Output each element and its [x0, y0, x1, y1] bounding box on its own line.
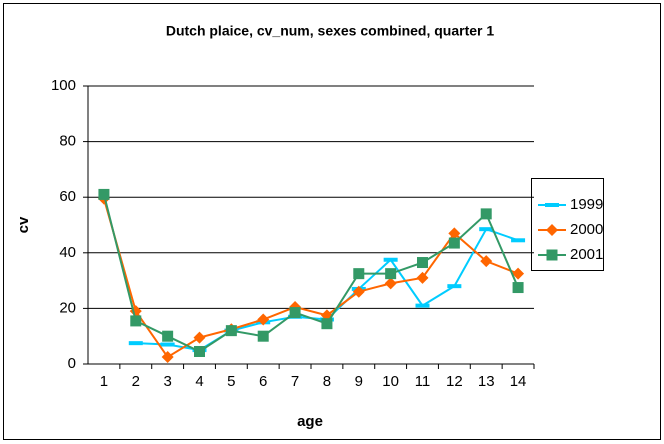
marker — [130, 315, 142, 327]
x-tick-label: 6 — [259, 373, 267, 390]
chart-title: Dutch plaice, cv_num, sexes combined, qu… — [166, 23, 495, 39]
marker — [160, 342, 175, 347]
marker — [257, 313, 270, 326]
marker — [289, 307, 301, 319]
x-tick-label: 3 — [163, 373, 171, 390]
marker — [415, 303, 430, 308]
marker — [128, 341, 143, 346]
legend-marker — [546, 224, 558, 236]
x-tick-label: 9 — [355, 373, 363, 390]
x-tick-label: 2 — [132, 373, 140, 390]
x-tick-label: 11 — [415, 373, 431, 390]
x-tick-label: 1 — [100, 373, 108, 390]
legend-marker — [545, 203, 559, 207]
marker — [512, 267, 525, 280]
x-tick-label: 12 — [446, 373, 463, 390]
marker — [321, 318, 333, 330]
y-tick-label: 100 — [51, 77, 76, 94]
marker — [511, 238, 526, 243]
marker — [448, 227, 461, 240]
marker — [383, 257, 398, 262]
marker — [98, 188, 110, 200]
y-tick-label: 80 — [59, 133, 76, 150]
y-axis-label: cv — [15, 216, 32, 233]
legend-label: 2000 — [570, 221, 603, 238]
marker — [193, 331, 206, 344]
legend-marker — [546, 249, 558, 261]
marker — [194, 345, 205, 357]
marker — [352, 285, 365, 298]
x-tick-label: 10 — [382, 373, 399, 390]
marker — [162, 330, 174, 342]
x-tick-label: 14 — [510, 373, 527, 390]
marker — [480, 255, 493, 268]
x-tick-label: 4 — [195, 373, 203, 390]
marker — [385, 268, 397, 280]
legend-label: 2001 — [570, 246, 603, 263]
y-tick-label: 20 — [59, 299, 76, 316]
marker — [479, 227, 494, 232]
marker — [257, 330, 269, 342]
marker — [384, 277, 397, 290]
marker — [480, 208, 492, 220]
x-tick-label: 8 — [323, 373, 331, 390]
legend-label: 1999 — [570, 196, 603, 213]
x-tick-label: 13 — [478, 373, 495, 390]
y-tick-label: 40 — [59, 244, 76, 261]
marker — [447, 284, 462, 289]
x-axis-label: age — [297, 413, 323, 430]
marker — [416, 271, 429, 284]
y-tick-label: 60 — [59, 188, 76, 205]
marker — [417, 257, 428, 269]
marker — [448, 237, 460, 249]
y-tick-label: 0 — [68, 355, 76, 372]
marker — [161, 351, 174, 364]
marker — [512, 282, 524, 294]
marker — [225, 325, 237, 337]
marker — [353, 268, 365, 280]
x-tick-label: 5 — [227, 373, 235, 390]
x-tick-label: 7 — [291, 373, 299, 390]
